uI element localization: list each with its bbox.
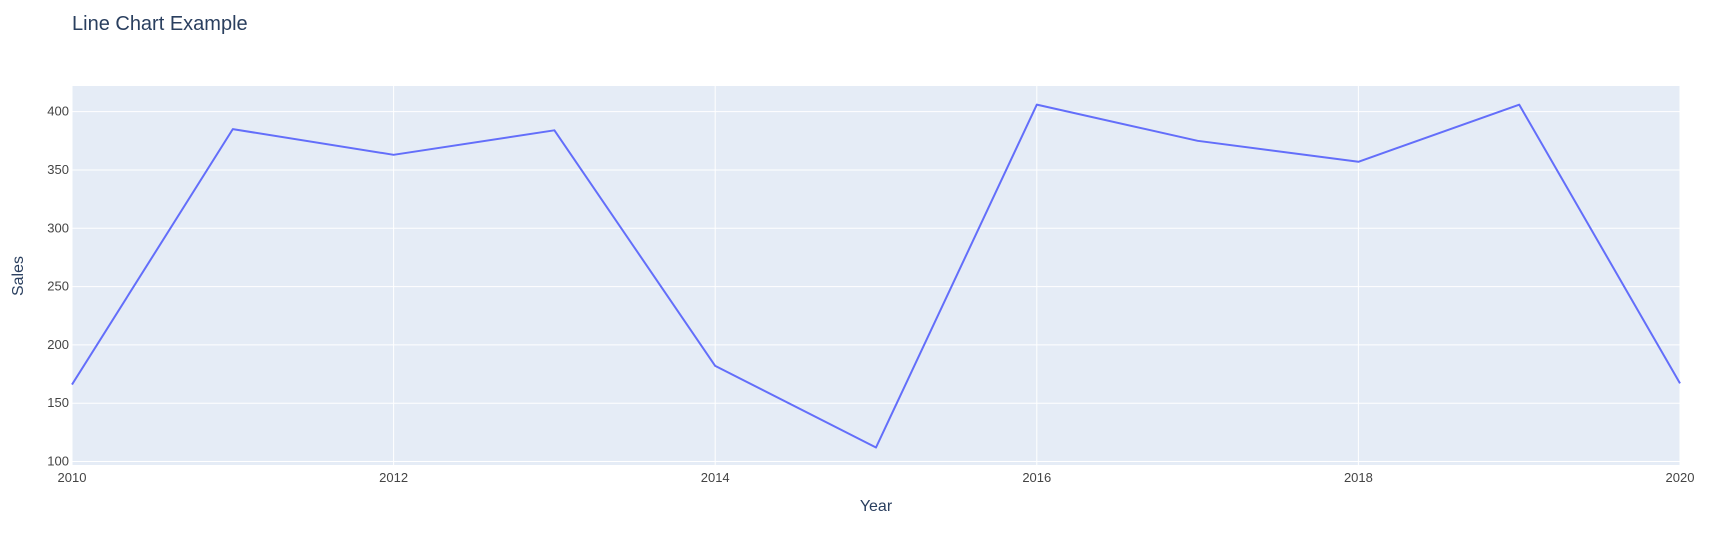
y-tick-label: 300 — [47, 220, 69, 235]
y-tick-labels: 100 150 200 250 300 350 400 — [47, 104, 69, 469]
x-tick-label: 2014 — [701, 470, 730, 485]
series-line — [71, 103, 1681, 449]
x-tick-labels: 2010 2012 2014 2016 2018 2020 — [58, 470, 1695, 485]
x-axis-title: Year — [860, 498, 893, 515]
y-tick-label: 100 — [47, 454, 69, 469]
y-gridlines — [72, 111, 1680, 463]
y-tick-label: 250 — [47, 279, 69, 294]
x-gridlines — [71, 86, 1681, 465]
y-tick-label: 150 — [47, 395, 69, 410]
x-tick-label: 2012 — [379, 470, 408, 485]
x-tick-label: 2020 — [1666, 470, 1695, 485]
plot-area — [72, 86, 1680, 465]
y-tick-label: 200 — [47, 337, 69, 352]
x-tick-label: 2018 — [1344, 470, 1373, 485]
chart-title: Line Chart Example — [72, 13, 248, 35]
y-tick-label: 400 — [47, 104, 69, 119]
series-layer — [71, 103, 1681, 449]
y-tick-label: 350 — [47, 162, 69, 177]
y-axis-title: Sales — [10, 256, 27, 296]
x-tick-label: 2016 — [1022, 470, 1051, 485]
x-tick-label: 2010 — [58, 470, 87, 485]
